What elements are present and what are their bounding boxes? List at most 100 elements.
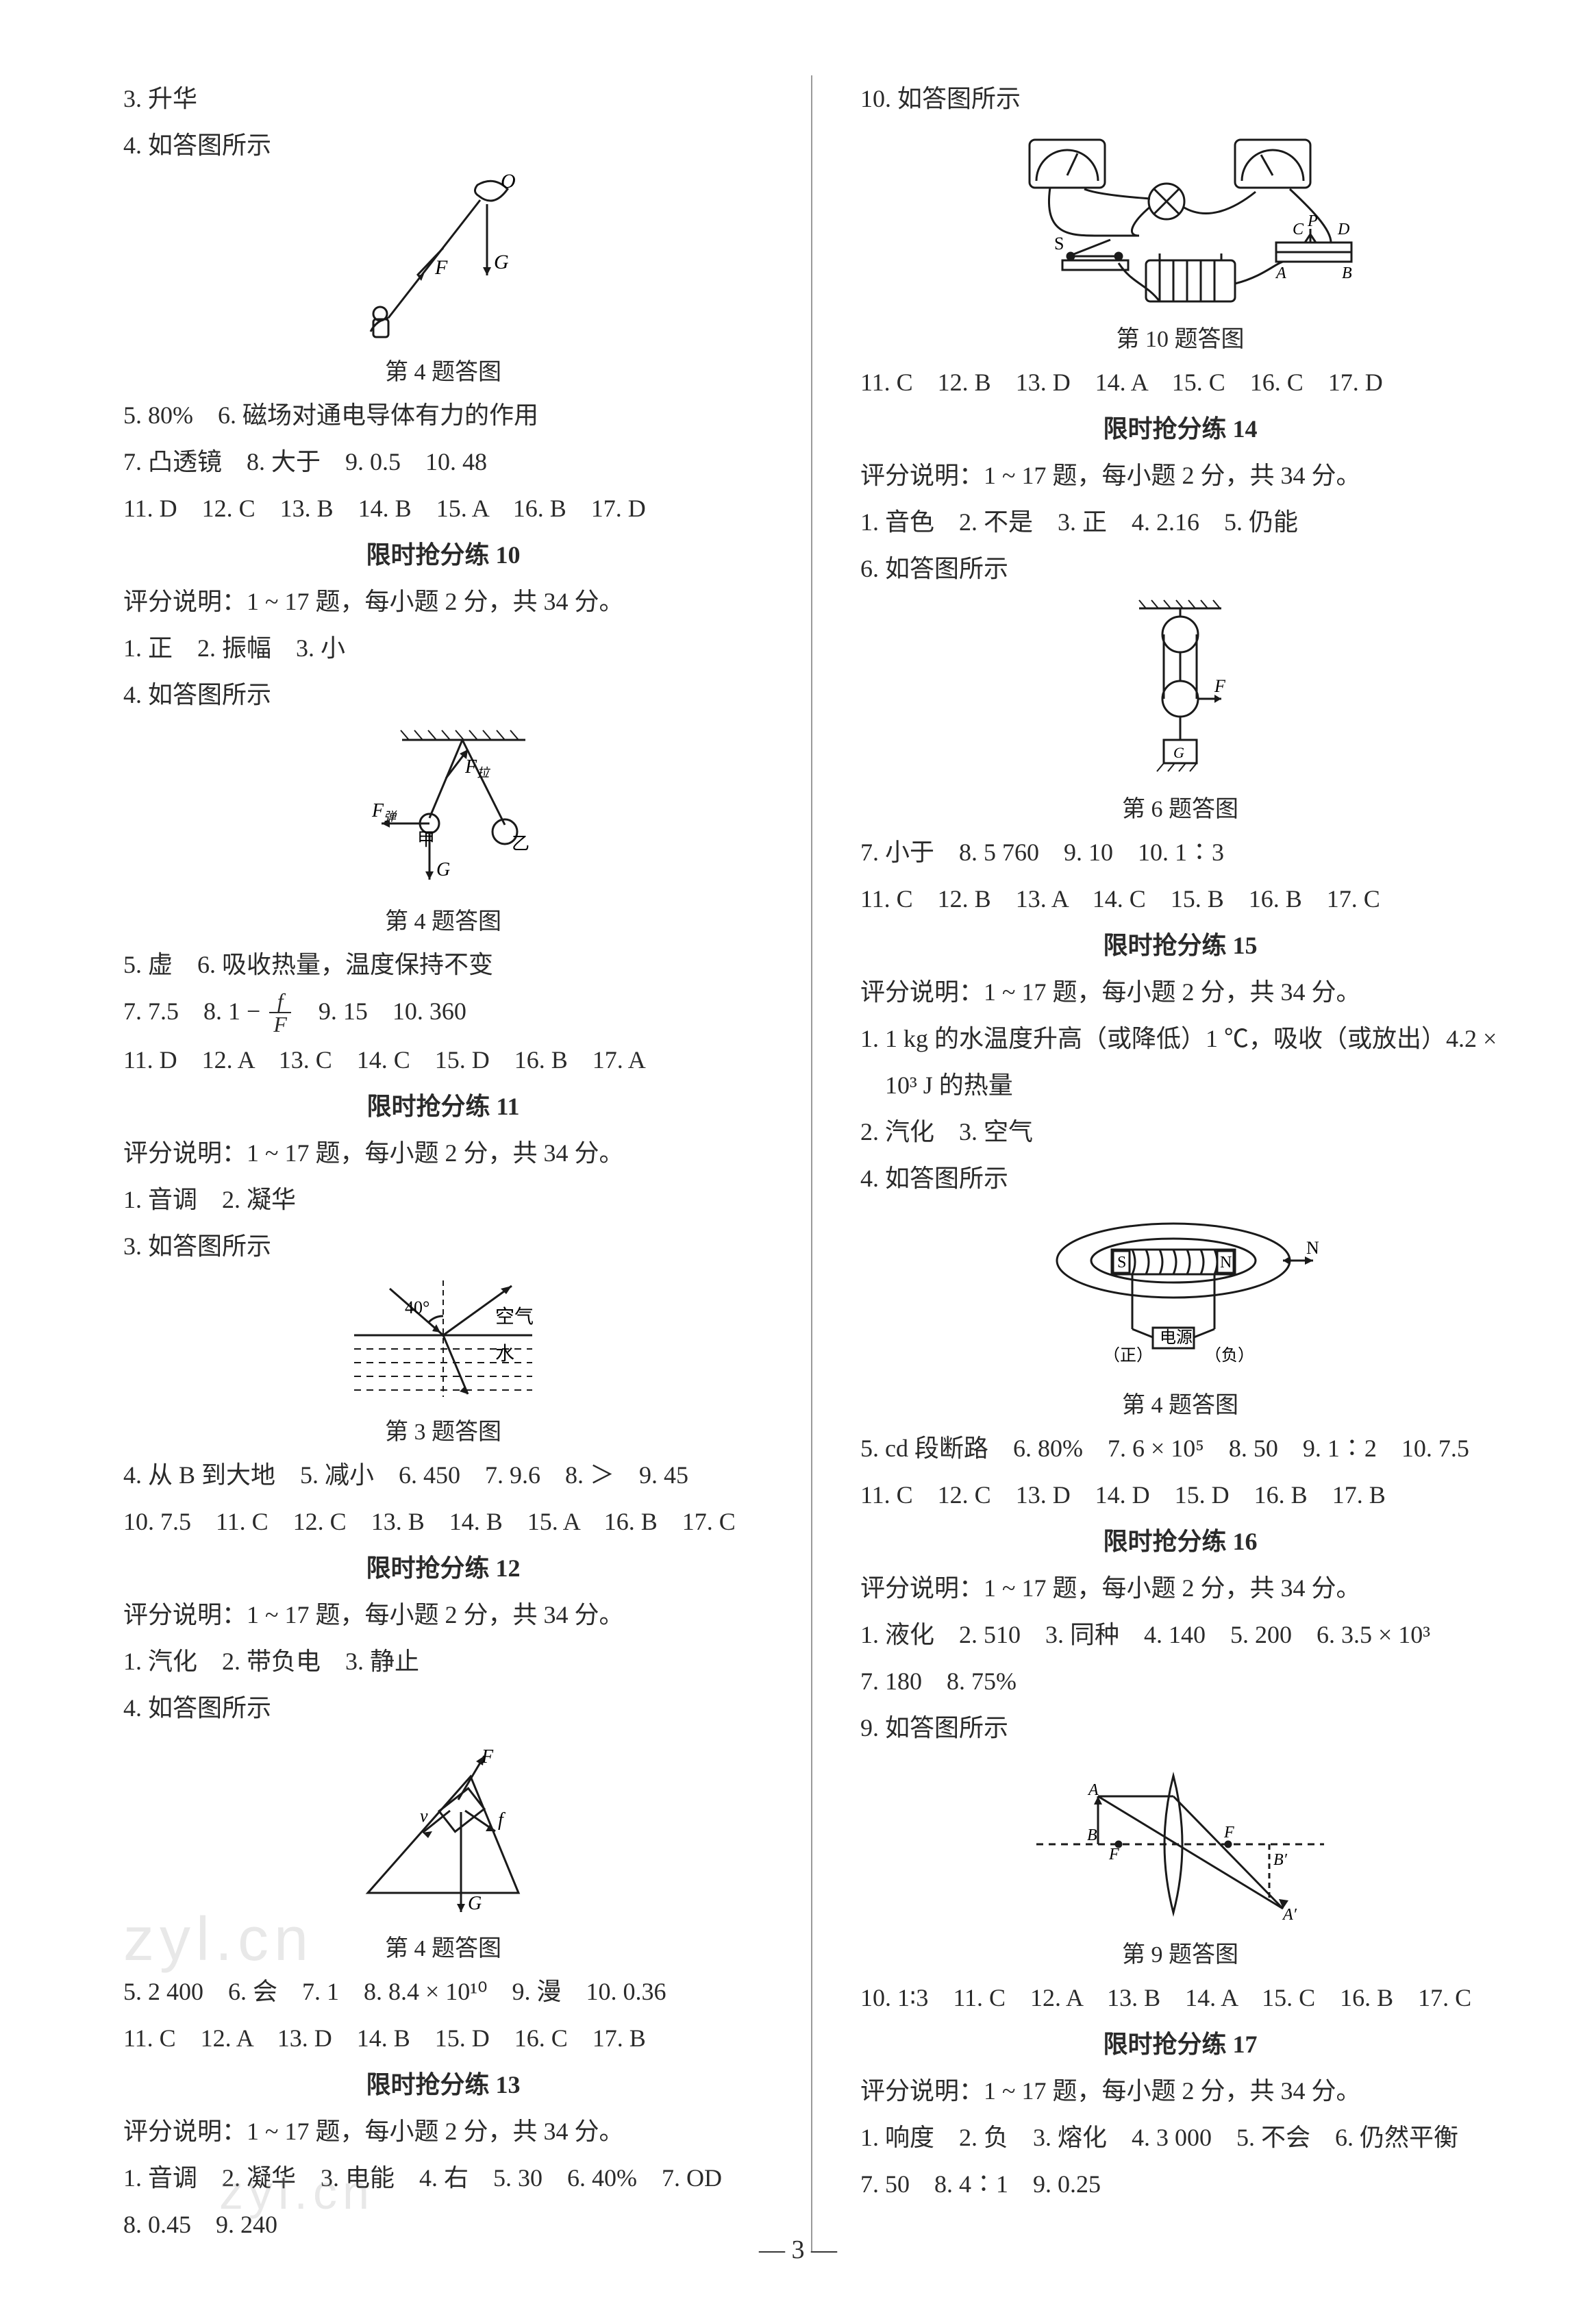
svg-text:G: G (436, 859, 450, 880)
svg-text:F弹: F弹 (371, 800, 397, 823)
text-line: 7. 凸透镜 8. 大于 9. 0.5 10. 48 (123, 438, 763, 485)
text-line: 1. 音色 2. 不是 3. 正 4. 2.16 5. 仍能 (860, 499, 1500, 545)
text-line: 9. 如答图所示 (860, 1704, 1500, 1751)
figure-caption: 第 3 题答图 (123, 1413, 763, 1452)
svg-text:P: P (1307, 212, 1318, 230)
text-line: 3. 升华 (123, 75, 763, 122)
text-line: 1. 音调 2. 凝华 (123, 1176, 763, 1223)
text-line: 5. 80% 6. 磁场对通电导体有力的作用 (123, 392, 763, 438)
svg-text:F: F (1223, 1824, 1234, 1842)
text-line: 1. 汽化 2. 带负电 3. 静止 (123, 1638, 763, 1685)
text-line: 7. 50 8. 4∶1 9. 0.25 (860, 2161, 1500, 2207)
section-title: 限时抢分练 11 (123, 1083, 763, 1130)
text-line: 1. 响度 2. 负 3. 熔化 4. 3 000 5. 不会 6. 仍然平衡 (860, 2114, 1500, 2161)
svg-text:F: F (1108, 1846, 1119, 1863)
svg-text:（负）: （负） (1205, 1346, 1254, 1365)
section-title: 限时抢分练 10 (123, 532, 763, 578)
figure-caption: 第 4 题答图 (123, 354, 763, 392)
figure-lens: A B F F B′ A′ (860, 1755, 1500, 1933)
svg-text:N: N (1220, 1254, 1232, 1272)
text-line: 评分说明：1 ~ 17 题，每小题 2 分，共 34 分。 (860, 2068, 1500, 2114)
svg-text:F: F (1214, 676, 1226, 696)
svg-text:S: S (1117, 1254, 1126, 1272)
text-line: 11. C 12. B 13. A 14. C 15. B 16. B 17. … (860, 876, 1500, 922)
svg-text:O: O (501, 173, 516, 193)
text-line: 1. 1 kg 的水温度升高（或降低）1 ℃，吸收（或放出）4.2 × (860, 1015, 1500, 1062)
figure-circuit: S C P D A B (860, 126, 1500, 318)
text-line: 11. D 12. C 13. B 14. B 15. A 16. B 17. … (123, 485, 763, 532)
figure-incline: F v f G (123, 1735, 763, 1927)
svg-text:水: 水 (495, 1343, 514, 1365)
text-line: 4. 如答图所示 (123, 122, 763, 169)
text-line: 评分说明：1 ~ 17 题，每小题 2 分，共 34 分。 (123, 1130, 763, 1176)
svg-text:C: C (1293, 221, 1304, 238)
column-divider (811, 75, 812, 2251)
svg-text:（正）: （正） (1104, 1347, 1153, 1365)
svg-text:乙: 乙 (512, 834, 529, 854)
svg-text:40°: 40° (405, 1298, 429, 1317)
page-number: — 3 — (759, 2235, 837, 2265)
page: 3. 升华 4. 如答图所示 O F G 第 4 题 (0, 0, 1596, 2306)
text-line: 11. C 12. A 13. D 14. B 15. D 16. C 17. … (123, 2015, 763, 2061)
svg-text:空气: 空气 (495, 1306, 534, 1328)
svg-text:G: G (494, 251, 509, 273)
svg-text:B: B (1342, 264, 1352, 282)
text-line: 5. cd 段断路 6. 80% 7. 6 × 10⁵ 8. 50 9. 1∶2… (860, 1425, 1500, 1472)
svg-text:F: F (434, 256, 448, 279)
figure-caption: 第 9 题答图 (860, 1936, 1500, 1974)
text-line: 4. 如答图所示 (860, 1155, 1500, 1202)
svg-text:B′: B′ (1273, 1851, 1288, 1869)
svg-text:A: A (1275, 264, 1286, 282)
text-line: 11. C 12. C 13. D 14. D 15. D 16. B 17. … (860, 1472, 1500, 1518)
text-line: 4. 如答图所示 (123, 1685, 763, 1731)
text-line: 评分说明：1 ~ 17 题，每小题 2 分，共 34 分。 (860, 969, 1500, 1015)
text-line: 评分说明：1 ~ 17 题，每小题 2 分，共 34 分。 (860, 452, 1500, 499)
figure-refraction: 40° 空气 水 (123, 1274, 763, 1411)
section-title: 限时抢分练 14 (860, 406, 1500, 452)
svg-text:B: B (1087, 1826, 1097, 1844)
text-line: 7. 7.5 8. 1 − fF 9. 15 10. 360 (123, 988, 763, 1037)
text-line: 10³ J 的热量 (860, 1062, 1500, 1108)
text-line: 8. 0.45 9. 240 (123, 2201, 763, 2248)
text-line: 4. 从 B 到大地 5. 减小 6. 450 7. 9.6 8. ＞ 9. 4… (123, 1452, 763, 1498)
figure-caption: 第 10 题答图 (860, 321, 1500, 359)
svg-text:电源: 电源 (1160, 1328, 1193, 1347)
text-line: 评分说明：1 ~ 17 题，每小题 2 分，共 34 分。 (123, 2108, 763, 2155)
svg-text:G: G (468, 1893, 482, 1914)
text-line: 11. C 12. B 13. D 14. A 15. C 16. C 17. … (860, 359, 1500, 406)
left-column: 3. 升华 4. 如答图所示 O F G 第 4 题 (123, 75, 763, 2251)
figure-caption: 第 4 题答图 (123, 903, 763, 941)
text-line: 5. 虚 6. 吸收热量，温度保持不变 (123, 941, 763, 988)
text-line: 5. 2 400 6. 会 7. 1 8. 8.4 × 10¹⁰ 9. 漫 10… (123, 1968, 763, 2015)
text-line: 1. 音调 2. 凝华 3. 电能 4. 右 5. 30 6. 40% 7. O… (123, 2155, 763, 2201)
figure-caption: 第 4 题答图 (860, 1387, 1500, 1425)
text-line: 4. 如答图所示 (123, 671, 763, 718)
text-line: 评分说明：1 ~ 17 题，每小题 2 分，共 34 分。 (860, 1565, 1500, 1611)
svg-text:G: G (1173, 744, 1184, 761)
figure-kite: O F G (123, 173, 763, 351)
section-title: 限时抢分练 13 (123, 2061, 763, 2108)
figure-pendulum: F弹 F拉 甲 乙 G (123, 722, 763, 900)
svg-text:F拉: F拉 (464, 756, 490, 780)
text-line: 1. 正 2. 振幅 3. 小 (123, 625, 763, 671)
svg-text:f: f (498, 1809, 506, 1831)
figure-caption: 第 6 题答图 (860, 791, 1500, 829)
svg-text:v: v (420, 1806, 428, 1826)
svg-text:D: D (1337, 221, 1349, 238)
svg-text:F: F (481, 1746, 494, 1768)
text-line: 10. 如答图所示 (860, 75, 1500, 122)
text-line: 6. 如答图所示 (860, 545, 1500, 592)
section-title: 限时抢分练 16 (860, 1518, 1500, 1565)
section-title: 限时抢分练 17 (860, 2021, 1500, 2068)
text-line: 评分说明：1 ~ 17 题，每小题 2 分，共 34 分。 (123, 1591, 763, 1638)
text-line: 10. 7.5 11. C 12. C 13. B 14. B 15. A 16… (123, 1498, 763, 1545)
right-column: 10. 如答图所示 (860, 75, 1500, 2251)
text-line: 11. D 12. A 13. C 14. C 15. D 16. B 17. … (123, 1037, 763, 1083)
figure-pulley: F G (860, 596, 1500, 788)
svg-text:A′: A′ (1282, 1906, 1297, 1924)
svg-text:N: N (1306, 1238, 1319, 1258)
svg-text:S: S (1054, 234, 1064, 253)
text-line: 3. 如答图所示 (123, 1223, 763, 1269)
text-line: 评分说明：1 ~ 17 题，每小题 2 分，共 34 分。 (123, 578, 763, 625)
text-line: 7. 180 8. 75% (860, 1658, 1500, 1704)
